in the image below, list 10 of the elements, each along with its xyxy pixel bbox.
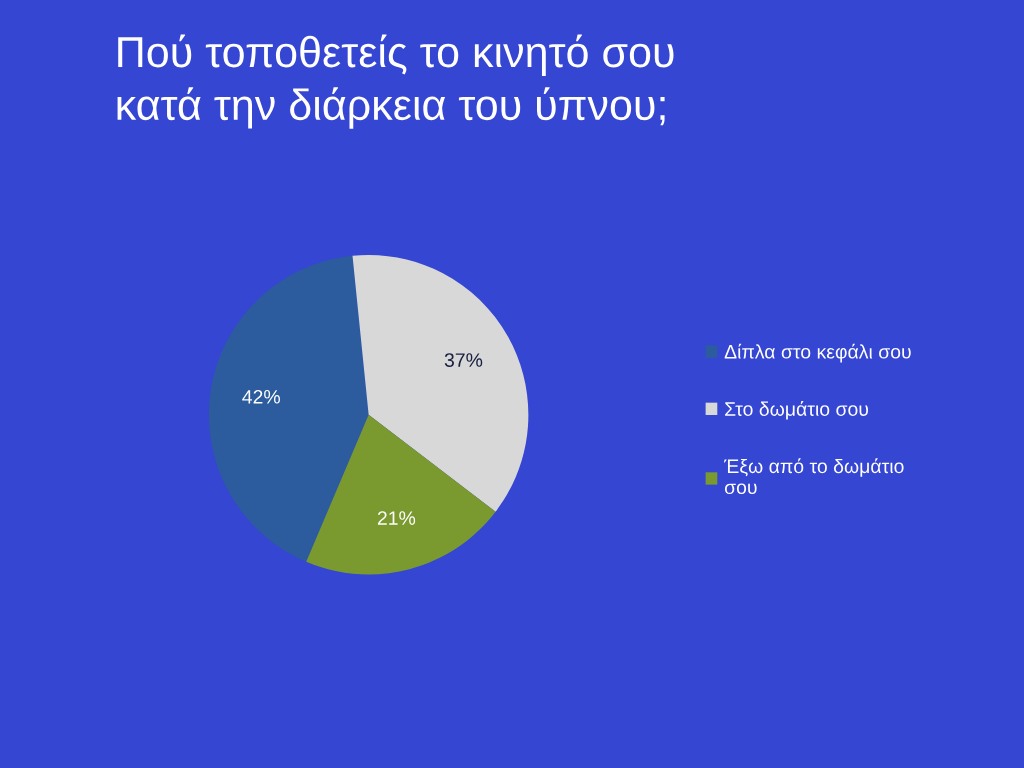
chart-title: Πού τοποθετείς το κινητό σου κατά την διάρκεια του ύπνου; — [117, 34, 674, 129]
pie-slice — [306, 414, 496, 575]
legend-label: Δίπλα στο κεφάλι σου — [724, 343, 911, 363]
pie-slice — [208, 255, 369, 562]
data-label: 37% — [444, 353, 483, 367]
legend-label: Έξω από το δωμάτιο σου — [724, 458, 904, 495]
legend-label: Στο δωμάτιο σου — [725, 401, 869, 420]
data-label: 21% — [377, 511, 416, 525]
data-label: 42% — [242, 389, 280, 404]
pie-slice — [352, 254, 529, 512]
